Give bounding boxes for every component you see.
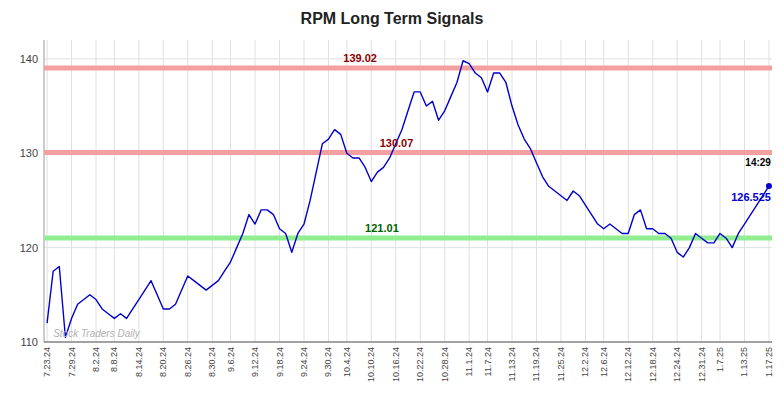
x-tick-label: 10.4.24 (342, 347, 352, 377)
x-tick-label: 7.23.24 (42, 347, 52, 377)
last-time-label: 14:29 (745, 157, 771, 168)
grid (44, 40, 772, 342)
x-grid-line (560, 40, 561, 342)
x-tick-label: 8.8.24 (109, 347, 119, 372)
x-grid-line (444, 40, 445, 342)
price-line (47, 61, 769, 338)
plot-area (44, 61, 772, 338)
x-grid-line (677, 40, 678, 342)
x-tick-label: 10.28.24 (440, 347, 450, 382)
x-grid-line (304, 40, 305, 342)
level-label: 139.02 (343, 52, 377, 64)
x-grid-line (212, 40, 213, 342)
x-grid-line (96, 40, 97, 342)
y-grid-line (44, 153, 772, 154)
level-band (44, 236, 772, 241)
last-price-label: 126.525 (731, 191, 771, 203)
x-tick-label: 10.16.24 (391, 347, 401, 382)
x-tick-label: 9.24.24 (299, 347, 309, 377)
title: RPM Long Term Signals (301, 10, 484, 27)
y-tick-label: 120 (20, 242, 38, 254)
x-tick-label: 8.2.24 (91, 347, 101, 372)
x-grid-line (420, 40, 421, 342)
x-grid-line (585, 40, 586, 342)
x-tick-label: 1.17.25 (764, 347, 774, 377)
x-tick-label: 11.25.24 (556, 347, 566, 381)
x-tick-label: 11.1.24 (464, 347, 474, 376)
x-tick-label: 12.2.24 (580, 347, 590, 377)
x-grid-line (114, 40, 115, 342)
x-tick-label: 11.19.24 (531, 347, 541, 381)
x-grid-line (279, 40, 280, 342)
x-tick-label: 7.29.24 (67, 347, 77, 377)
y-grid-line (44, 342, 772, 343)
x-tick-label: 9.6.24 (226, 347, 236, 372)
x-grid-line (346, 40, 347, 342)
x-grid-line (255, 40, 256, 342)
x-grid-line (512, 40, 513, 342)
watermark: Stock Traders Daily (53, 328, 141, 339)
x-tick-label: 12.18.24 (648, 347, 658, 382)
y-tick-label: 130 (20, 147, 38, 159)
x-grid-line (371, 40, 372, 342)
y-tick-label: 140 (20, 53, 38, 65)
x-tick-label: 10.22.24 (415, 347, 425, 382)
chart: RPM Long Term Signals 110 120 130 140 7.23.24… (0, 0, 784, 398)
x-tick-label: 11.7.24 (483, 347, 493, 376)
x-tick-label: 1.13.25 (739, 347, 749, 377)
level-band (44, 150, 772, 155)
x-tick-label: 1.7.25 (715, 347, 725, 372)
y-grid-line (44, 58, 772, 59)
x-grid-line (701, 40, 702, 342)
level-label: 130.07 (380, 137, 414, 149)
level-band (44, 66, 772, 71)
y-axis-line (44, 40, 45, 342)
x-grid-line (487, 40, 488, 342)
x-axis-line (44, 341, 772, 342)
x-tick-label: 11.13.24 (507, 347, 517, 381)
x-tick-label: 12.12.24 (623, 347, 633, 382)
level-label: 121.01 (365, 222, 399, 234)
x-tick-label: 12.6.24 (599, 347, 609, 377)
x-tick-label: 12.31.24 (697, 347, 707, 382)
x-tick-label: 8.20.24 (158, 347, 168, 377)
x-grid-line (652, 40, 653, 342)
x-tick-label: 9.12.24 (250, 347, 260, 377)
x-grid-line (469, 40, 470, 342)
x-tick-label: 9.30.24 (323, 347, 333, 377)
x-grid-line (47, 40, 48, 342)
x-grid-line (187, 40, 188, 342)
x-grid-line (230, 40, 231, 342)
x-grid-line (603, 40, 604, 342)
x-tick-label: 8.26.24 (183, 347, 193, 377)
x-grid-line (395, 40, 396, 342)
y-tick-label: 110 (20, 336, 38, 348)
last-point (766, 183, 772, 189)
x-tick-label: 9.18.24 (275, 347, 285, 377)
x-grid-line (720, 40, 721, 342)
x-tick-label: 8.30.24 (207, 347, 217, 377)
x-grid-line (328, 40, 329, 342)
x-grid-line (138, 40, 139, 342)
x-grid-line (163, 40, 164, 342)
x-grid-line (71, 40, 72, 342)
x-grid-line (536, 40, 537, 342)
y-grid-line (44, 247, 772, 248)
x-tick-label: 12.24.24 (672, 347, 682, 382)
x-tick-label: 10.10.24 (366, 347, 376, 382)
x-tick-label: 8.14.24 (134, 347, 144, 377)
x-grid-line (628, 40, 629, 342)
